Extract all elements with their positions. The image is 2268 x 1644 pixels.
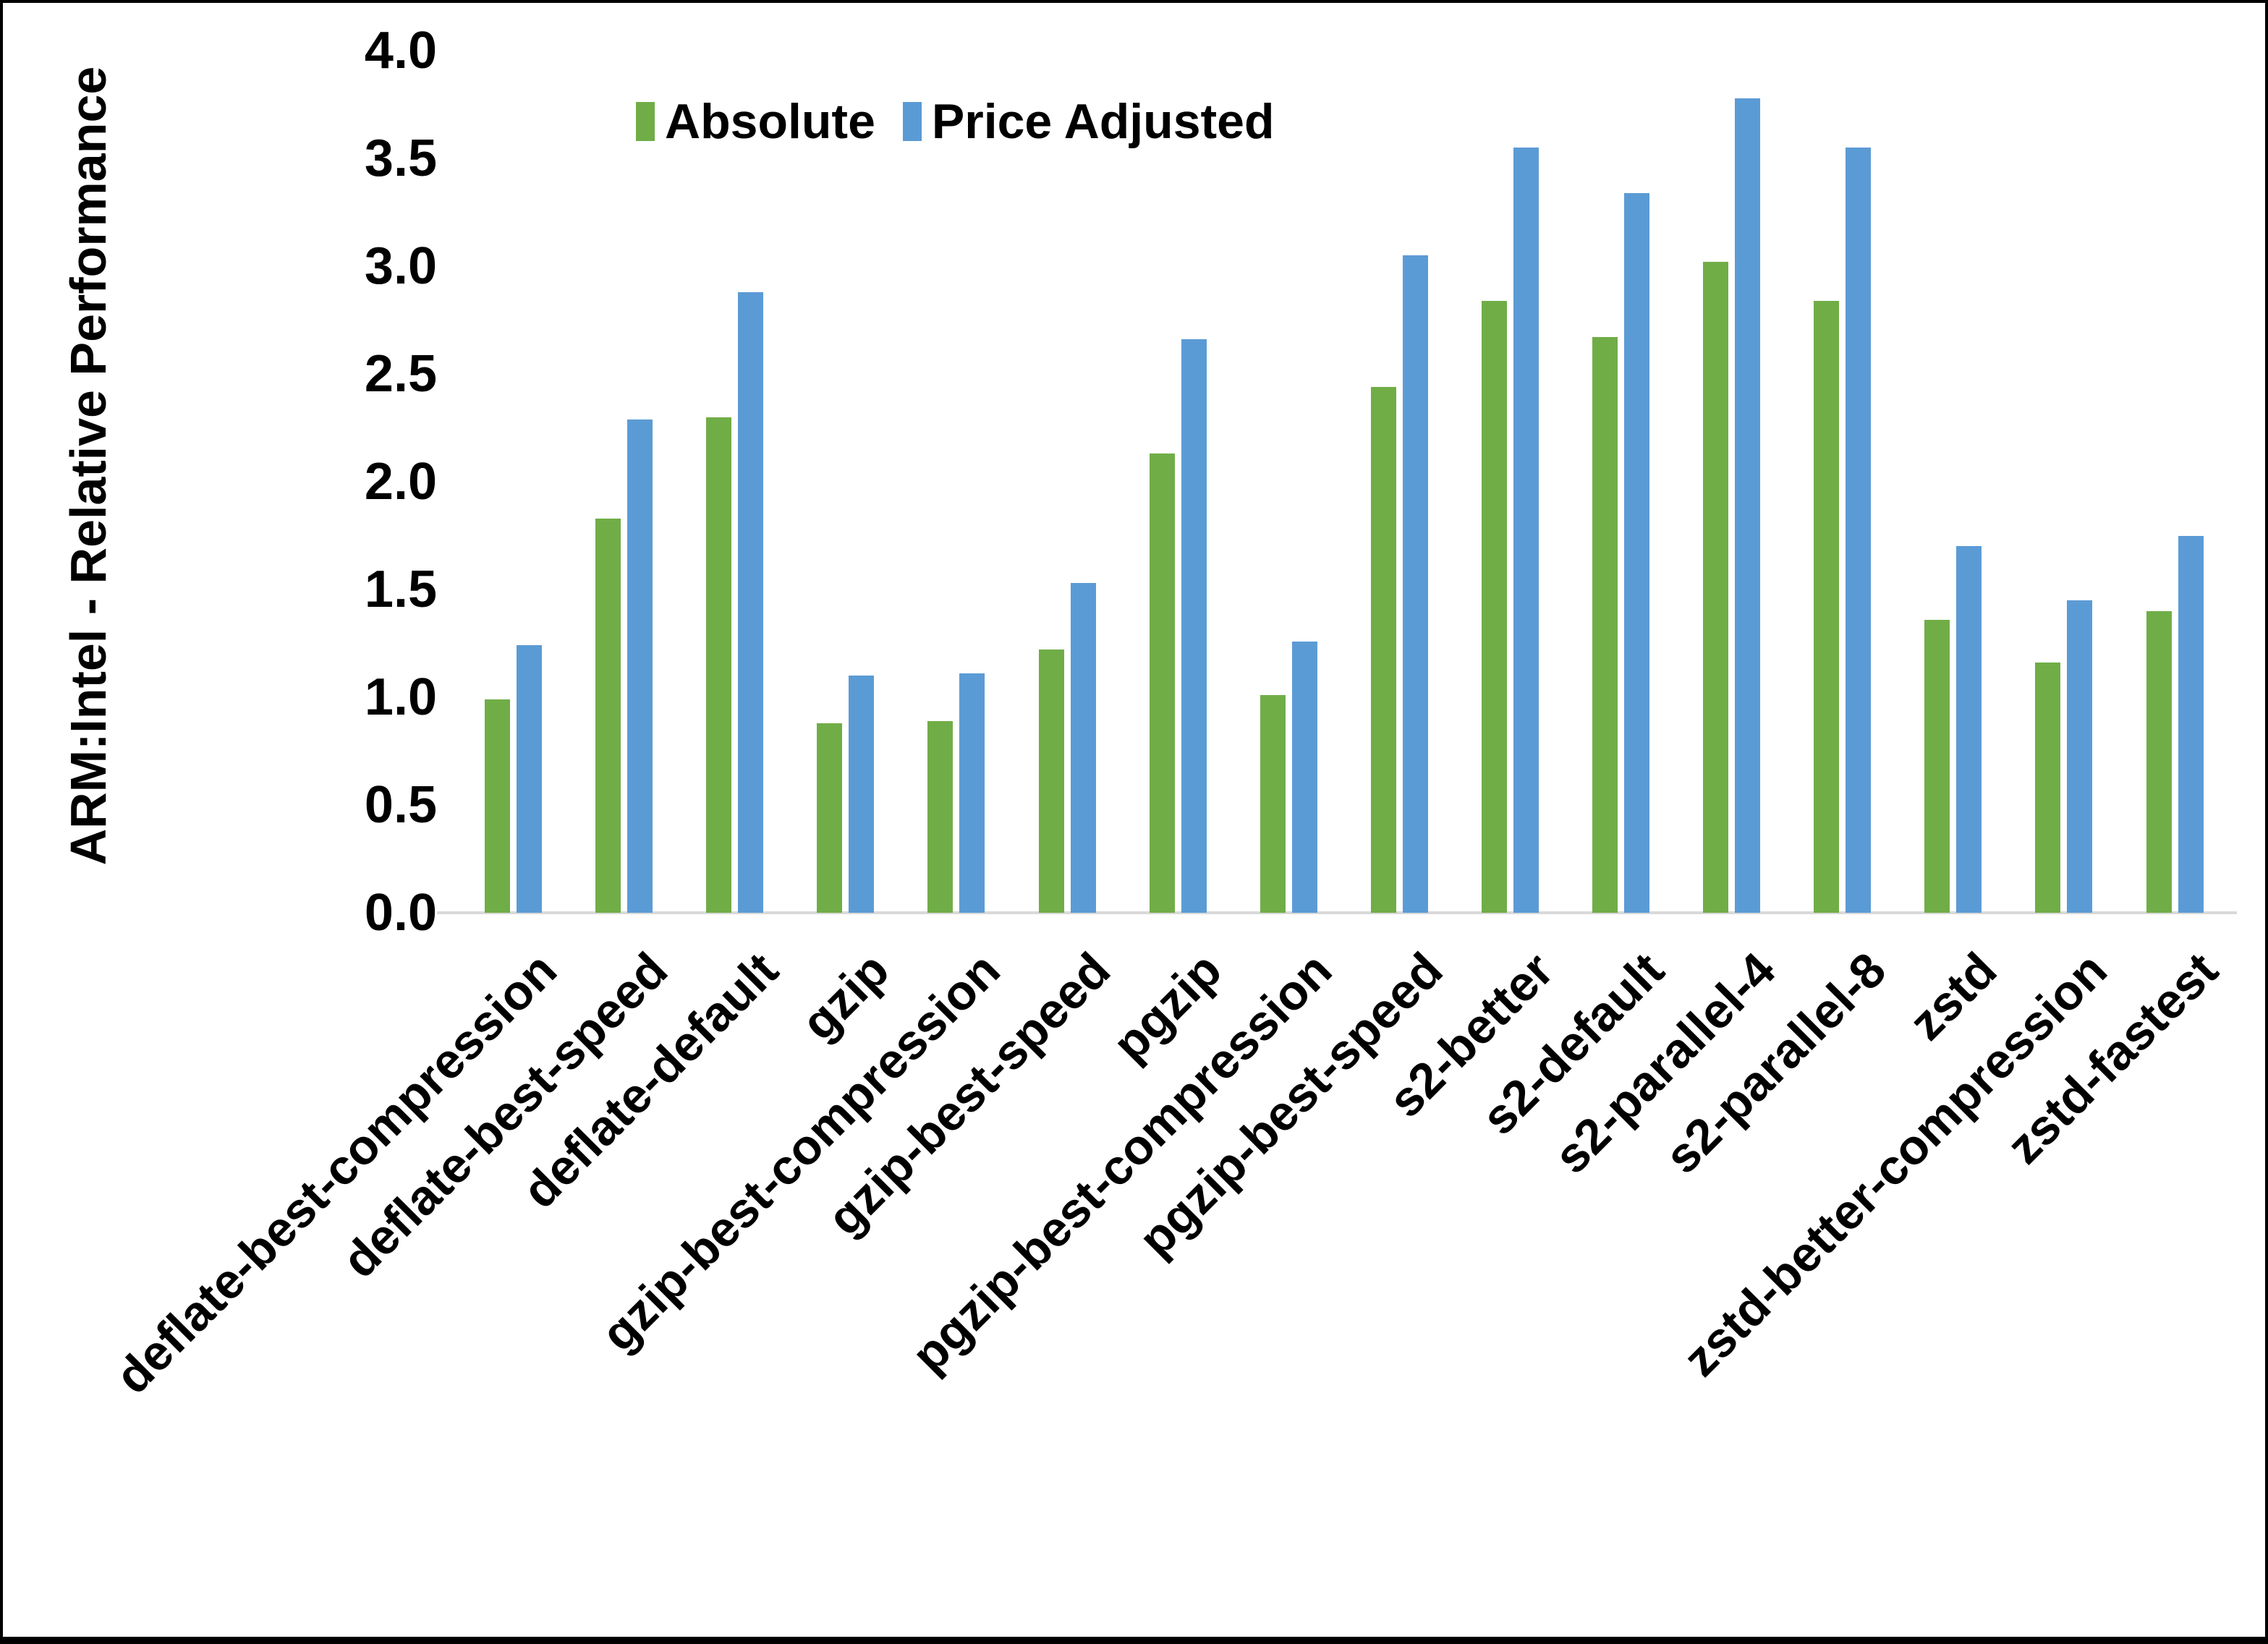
bar-absolute — [1703, 262, 1729, 913]
bar-absolute — [1814, 300, 1840, 913]
bar-price-adjusted — [2178, 535, 2204, 913]
legend-label-price-adjusted: Price Adjusted — [931, 94, 1275, 149]
bar-price-adjusted — [959, 673, 985, 913]
bar-price-adjusted — [1070, 583, 1096, 913]
y-tick-label: 3.0 — [364, 237, 437, 295]
legend-label-absolute: Absolute — [665, 94, 875, 149]
legend-item-absolute: Absolute — [636, 97, 875, 146]
bar-absolute — [1924, 619, 1950, 913]
bar-absolute — [1370, 386, 1396, 913]
bar-absolute — [2035, 663, 2061, 913]
bar-absolute — [1481, 300, 1507, 913]
bar-price-adjusted — [1181, 339, 1207, 913]
bar-absolute — [1038, 649, 1064, 913]
bar-price-adjusted — [849, 676, 875, 913]
bar-price-adjusted — [1735, 98, 1761, 913]
y-tick-label: 0.5 — [364, 776, 437, 834]
legend-swatch-absolute — [636, 102, 655, 141]
bar-price-adjusted — [1624, 192, 1650, 913]
y-tick-label: 4.0 — [364, 22, 437, 80]
bar-price-adjusted — [1402, 255, 1428, 913]
bar-absolute — [706, 417, 732, 913]
y-axis-title: ARM:Intel - Relative Performance — [60, 66, 116, 866]
bar-price-adjusted — [627, 419, 653, 913]
bar-absolute — [595, 518, 621, 913]
legend-item-price-adjusted: Price Adjusted — [902, 94, 1275, 149]
bar-price-adjusted — [517, 645, 543, 913]
y-tick-label: 2.5 — [364, 345, 437, 403]
bar-absolute — [927, 720, 954, 913]
legend-swatch-price-adjusted — [902, 102, 922, 141]
y-tick-label: 1.5 — [364, 561, 437, 618]
bar-price-adjusted — [1291, 641, 1317, 913]
bar-absolute — [2146, 610, 2172, 913]
bar-absolute — [1149, 453, 1175, 913]
legend: Absolute Price Adjusted — [636, 97, 1275, 146]
bar-absolute — [1260, 695, 1286, 913]
bar-price-adjusted — [2067, 600, 2093, 913]
bar-price-adjusted — [1956, 546, 1982, 913]
bar-absolute — [1592, 337, 1618, 913]
bar-absolute — [817, 723, 843, 913]
bar-price-adjusted — [1846, 148, 1872, 913]
bar-price-adjusted — [1513, 148, 1539, 913]
x-tick-label: deflate-best-compression — [105, 942, 568, 1405]
y-tick-label: 2.0 — [364, 453, 437, 511]
x-axis-baseline — [437, 911, 2237, 914]
bar-absolute — [485, 699, 511, 913]
y-tick-label: 0.0 — [364, 884, 437, 942]
y-tick-label: 3.5 — [364, 129, 437, 187]
bar-price-adjusted — [738, 291, 764, 913]
y-tick-label: 1.0 — [364, 668, 437, 726]
